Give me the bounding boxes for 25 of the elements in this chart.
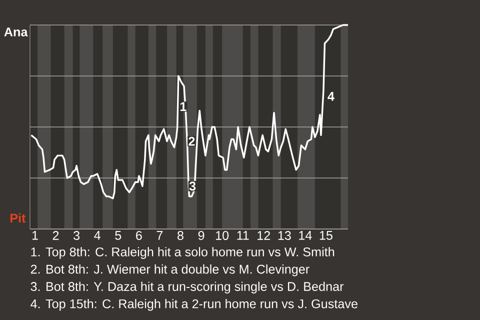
text: 1. Top 8th: C. Raleigh hit a solo home run vs W. Smith	[31, 247, 334, 259]
x-tick-label: 13	[278, 231, 291, 240]
x-tick-label: 7	[156, 231, 163, 240]
annotation: 2	[188, 136, 195, 146]
x-tick-label: 2	[52, 231, 59, 240]
text: 2. Bot 8th: J. Wiemer hit a double vs M. Clevinger	[30, 264, 310, 276]
x-tick-label: 3	[74, 231, 80, 240]
x-tick-label: 8	[178, 231, 184, 240]
x-tick-label: 6	[136, 231, 142, 240]
annotation: 1	[180, 102, 186, 111]
x-tick-label: 1	[32, 231, 38, 240]
x-tick-label: 5	[115, 231, 122, 240]
annotation: 3	[189, 182, 196, 191]
x-tick-label: 10	[216, 231, 229, 240]
text: Ana	[4, 28, 28, 36]
x-tick-label: 9	[198, 231, 204, 240]
text: Pit	[10, 213, 26, 223]
annotation: 4	[328, 92, 334, 101]
x-tick-label: 15	[320, 231, 332, 240]
x-tick-label: 12	[258, 231, 270, 240]
text: 4. Top 15th: C. Raleigh hit a 2-run home run vs J. Gustave	[30, 299, 358, 311]
x-tick-label: 14	[299, 231, 312, 240]
x-tick-label: 11	[237, 231, 249, 240]
x-tick-label: 4	[94, 231, 100, 240]
text: 3. Bot 8th: Y. Daza hit a run-scoring single vs D. Bednar	[30, 282, 344, 294]
